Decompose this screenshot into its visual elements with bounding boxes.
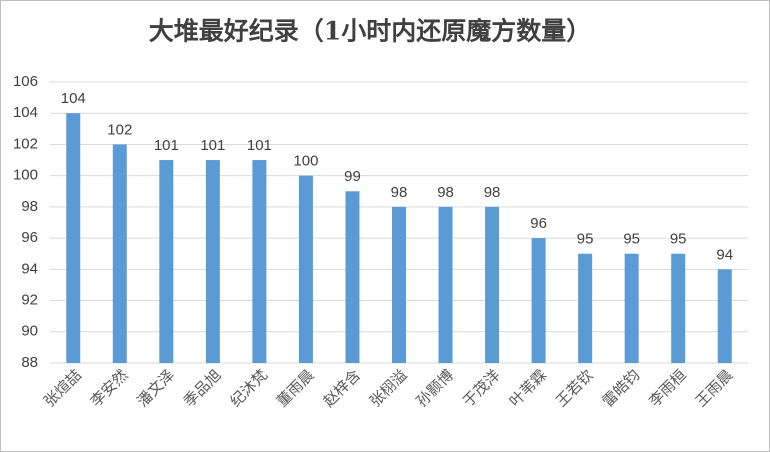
bar bbox=[717, 269, 732, 363]
bar bbox=[252, 160, 267, 363]
data-label: 99 bbox=[344, 168, 361, 185]
data-label: 98 bbox=[391, 184, 408, 201]
y-tick-label: 96 bbox=[21, 229, 38, 246]
data-label: 95 bbox=[670, 231, 687, 248]
bar bbox=[392, 206, 406, 363]
y-tick-label: 104 bbox=[13, 104, 38, 121]
bar bbox=[298, 175, 313, 363]
data-label: 101 bbox=[154, 137, 179, 154]
y-tick-label: 90 bbox=[21, 323, 38, 340]
data-label: 102 bbox=[107, 121, 132, 138]
chart-title: 大堆最好纪录（1小时内还原魔方数量） bbox=[149, 17, 591, 46]
bar bbox=[159, 160, 174, 363]
bar bbox=[578, 253, 593, 363]
data-label: 101 bbox=[200, 137, 225, 154]
bar bbox=[205, 160, 220, 363]
data-label: 100 bbox=[293, 153, 318, 170]
y-tick-label: 106 bbox=[13, 73, 38, 90]
y-tick-label: 92 bbox=[21, 292, 38, 309]
bar bbox=[112, 144, 127, 363]
bar bbox=[66, 113, 81, 363]
bar bbox=[531, 238, 546, 363]
bar bbox=[345, 191, 360, 363]
data-label: 101 bbox=[247, 137, 272, 154]
bar bbox=[624, 253, 639, 363]
bar bbox=[438, 206, 453, 363]
y-tick-label: 94 bbox=[21, 260, 38, 277]
y-tick-label: 100 bbox=[13, 167, 38, 184]
data-label: 98 bbox=[437, 184, 454, 201]
y-tick-label: 102 bbox=[13, 135, 38, 152]
data-label: 96 bbox=[530, 215, 547, 232]
y-tick-label: 88 bbox=[21, 354, 38, 371]
data-label: 98 bbox=[484, 184, 501, 201]
bar bbox=[485, 206, 500, 363]
y-tick-label: 98 bbox=[21, 198, 38, 215]
data-label: 94 bbox=[716, 246, 733, 263]
data-label: 95 bbox=[577, 231, 594, 248]
data-label: 104 bbox=[61, 90, 86, 107]
bar bbox=[671, 253, 686, 363]
data-label: 95 bbox=[623, 231, 640, 248]
